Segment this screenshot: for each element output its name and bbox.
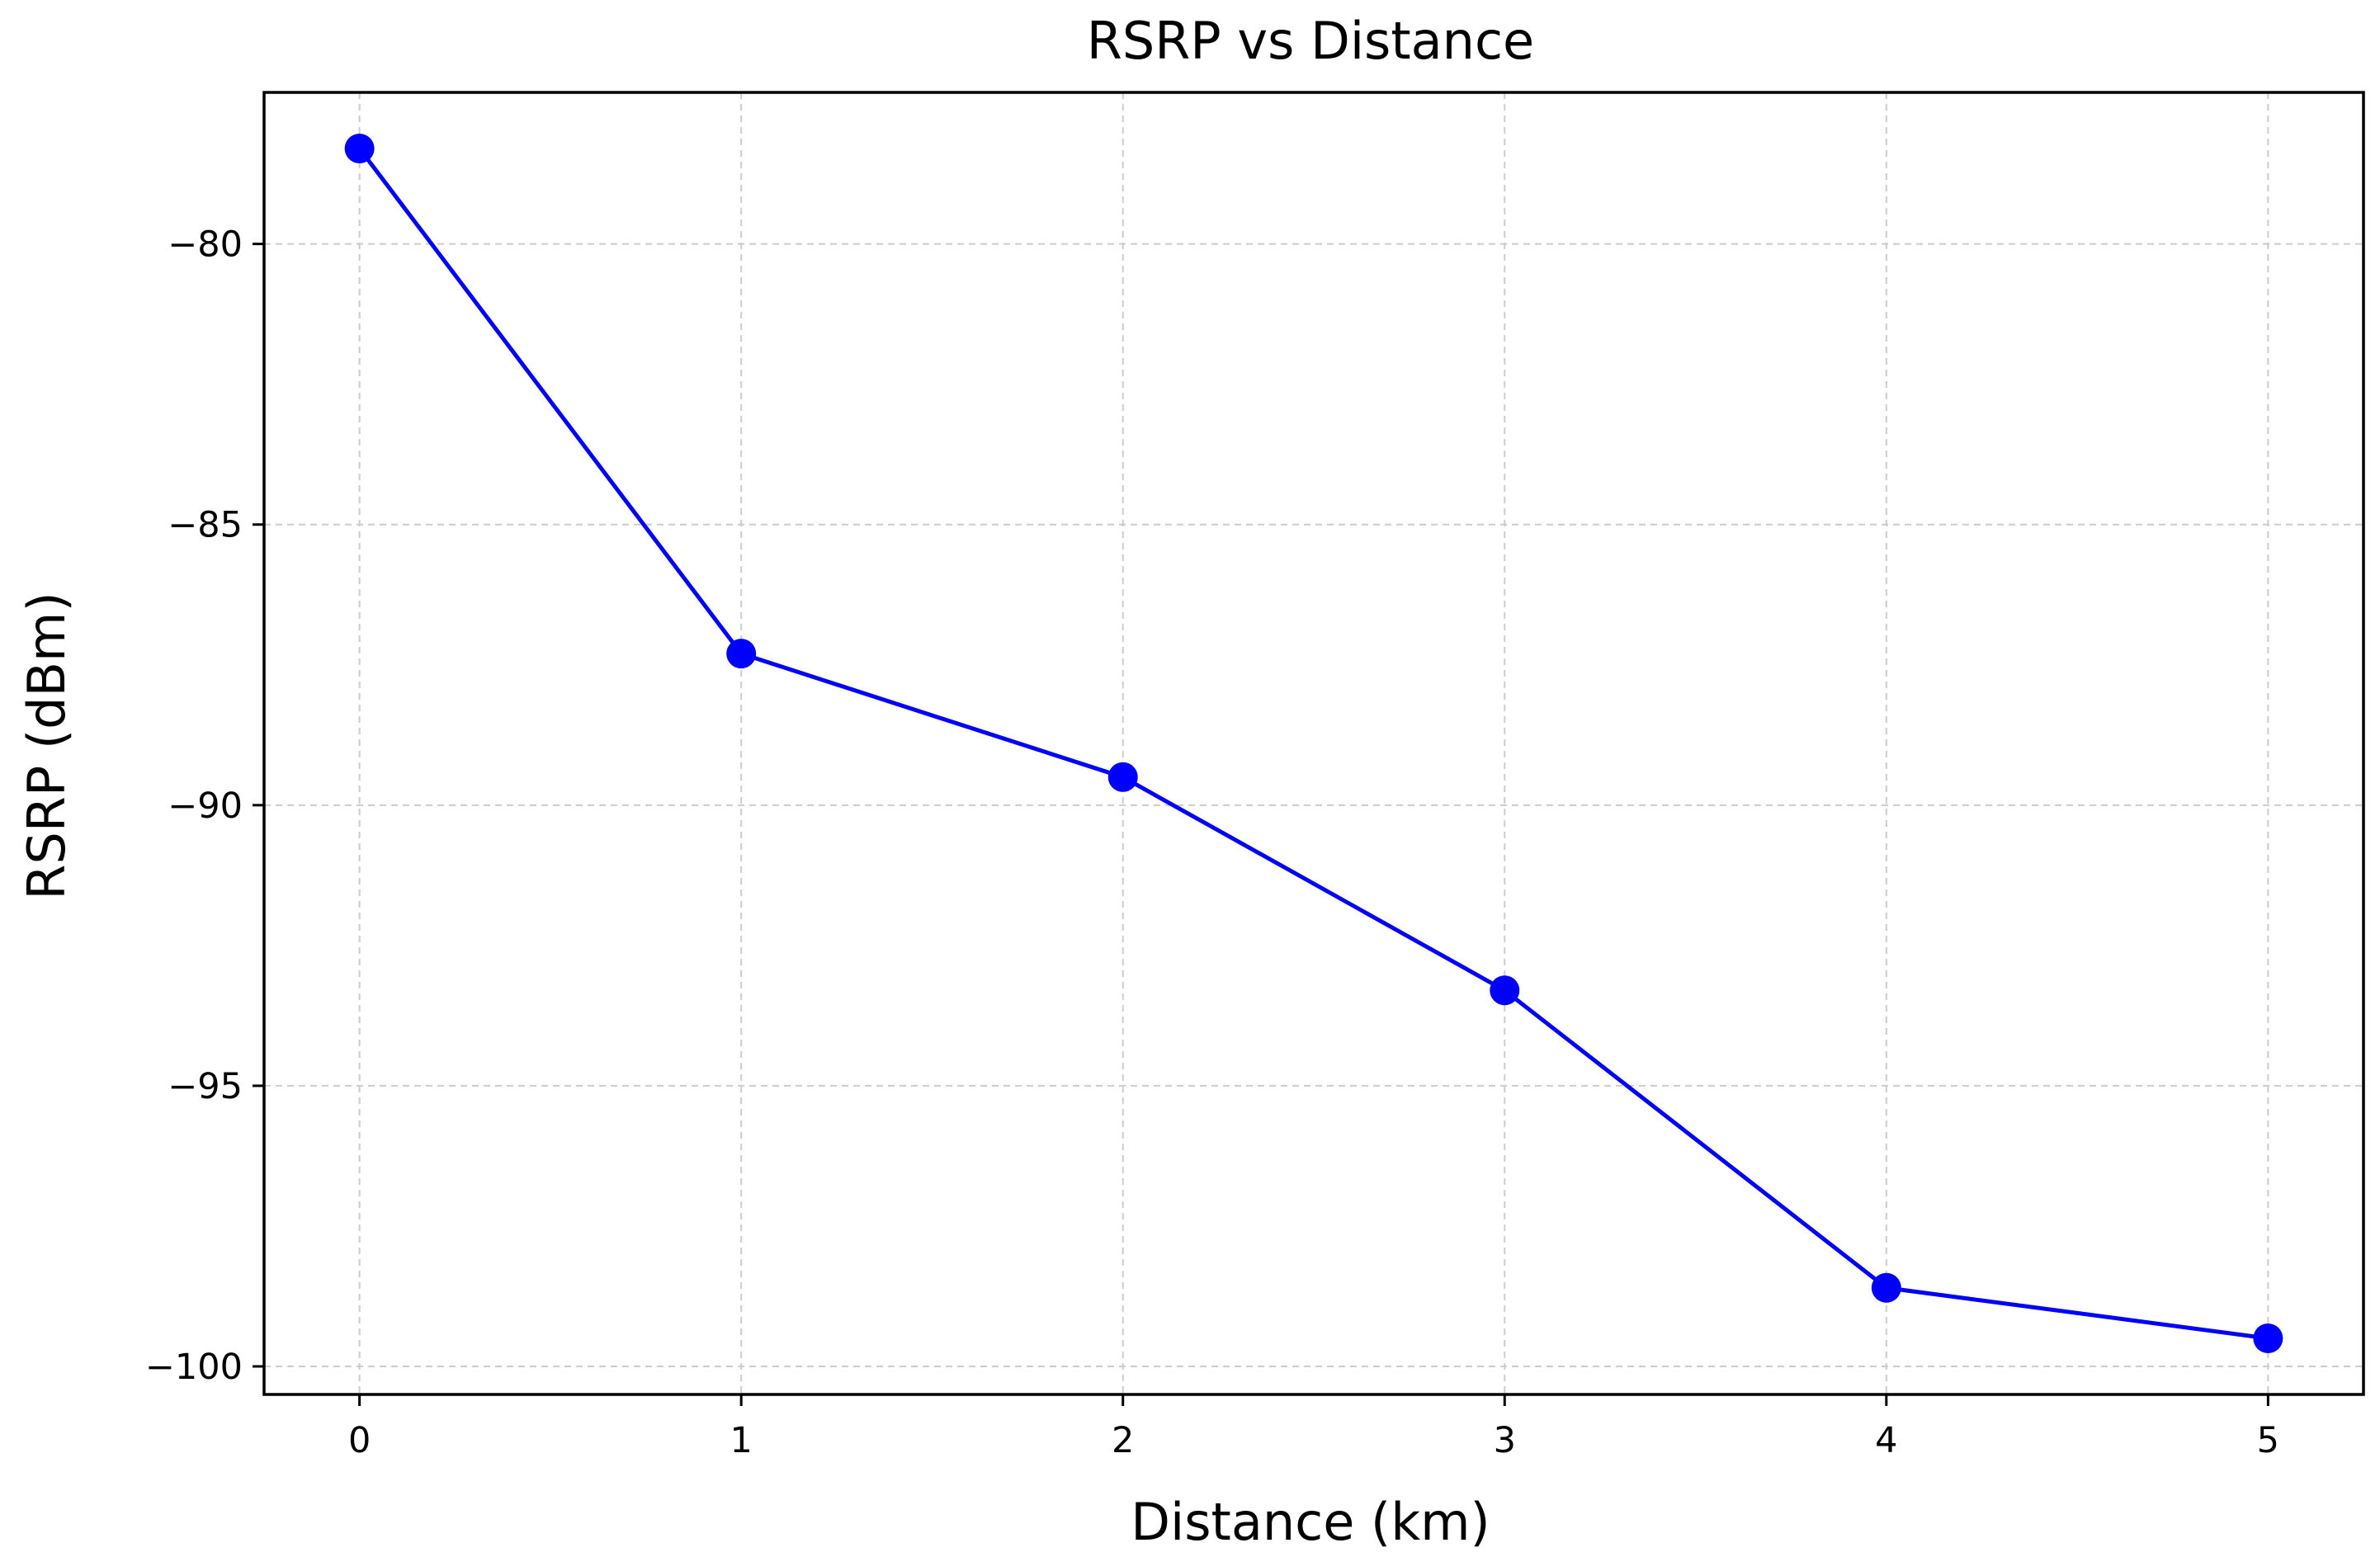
data-point bbox=[726, 639, 757, 669]
y-tick-label: −85 bbox=[168, 505, 243, 546]
data-point bbox=[1871, 1272, 1901, 1303]
y-tick-label: −80 bbox=[168, 224, 243, 266]
plot-area-frame bbox=[262, 91, 2365, 1396]
y-tick-label: −90 bbox=[168, 786, 243, 827]
data-point bbox=[2253, 1323, 2283, 1353]
series-layer bbox=[357, 146, 2270, 1341]
x-tick-label: 4 bbox=[1875, 1420, 1897, 1461]
data-point bbox=[344, 134, 375, 164]
x-tick-label: 3 bbox=[1494, 1420, 1516, 1461]
series-line bbox=[357, 146, 2270, 1341]
x-tick-label: 2 bbox=[1112, 1420, 1134, 1461]
y-axis-label: RSRP (dBm) bbox=[17, 592, 77, 899]
x-tick-label: 0 bbox=[348, 1420, 371, 1461]
data-point bbox=[1107, 762, 1138, 792]
grid-layer bbox=[264, 92, 2363, 1394]
x-tick-label: 5 bbox=[2257, 1420, 2279, 1461]
y-tick-label: −95 bbox=[168, 1066, 243, 1107]
data-point bbox=[1490, 975, 1520, 1006]
tick-layer: 0 1 2 3 4 5 −80 −85 −90 −95 −100 bbox=[145, 224, 2279, 1461]
x-tick-label: 1 bbox=[730, 1420, 753, 1461]
y-tick-label: −100 bbox=[145, 1347, 243, 1388]
marker-layer bbox=[344, 134, 2283, 1353]
x-axis-label: Distance (km) bbox=[1131, 1492, 1490, 1552]
chart-title: RSRP vs Distance bbox=[1087, 11, 1534, 71]
